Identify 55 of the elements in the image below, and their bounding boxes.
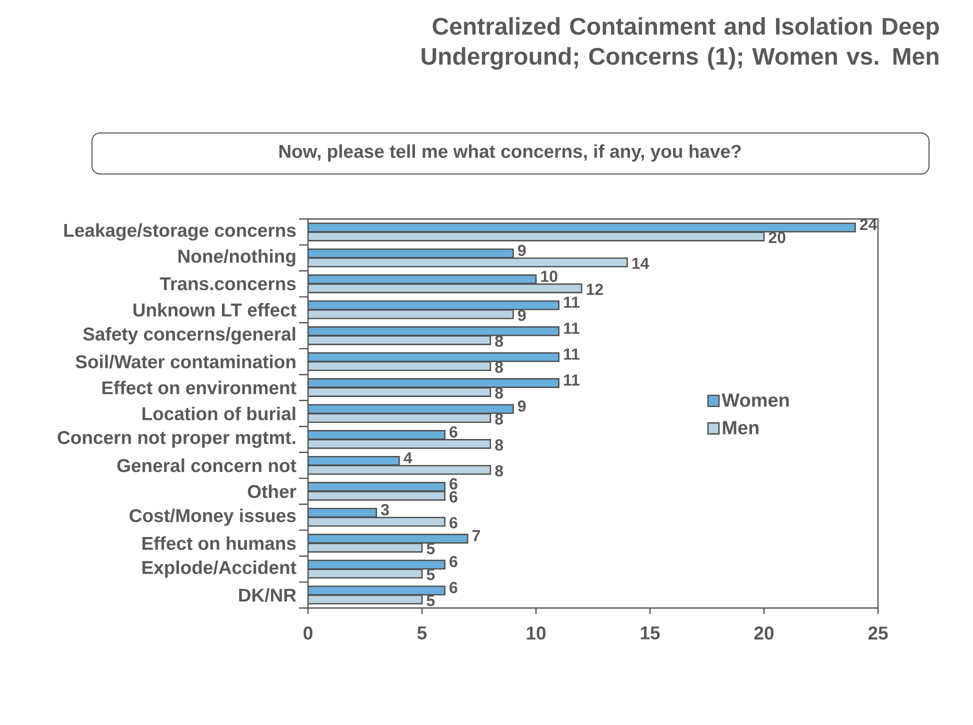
data-label: 8 xyxy=(495,439,504,451)
y-tick-label: None/nothing xyxy=(178,249,296,267)
y-tick-label: DK/NR xyxy=(239,588,296,602)
y-tick-label: Effect on environment xyxy=(102,380,296,394)
y-tick-label: General concern not xyxy=(117,458,296,472)
data-label: 24 xyxy=(860,218,878,230)
y-tick-label: Unknown LT effect xyxy=(133,302,296,317)
data-label: 14 xyxy=(632,258,650,269)
data-label: 10 xyxy=(541,270,558,282)
data-label: 3 xyxy=(380,504,389,516)
data-label: 6 xyxy=(450,517,458,528)
legend-label: Women xyxy=(722,394,789,407)
y-tick-label: Leakage/storage concerns xyxy=(64,223,296,241)
x-tick-label: 20 xyxy=(754,626,774,640)
x-tick-label: 0 xyxy=(304,626,312,640)
data-label: 6 xyxy=(450,582,458,594)
chart-title: Centralized Containment and Isolation Deep Underground; Concerns (1); Women vs. Men xyxy=(422,17,939,70)
data-label: 9 xyxy=(518,400,526,412)
y-tick-label: Trans.concerns xyxy=(160,277,296,290)
data-label: 11 xyxy=(564,374,580,386)
x-tick-label: 15 xyxy=(640,626,660,640)
data-label: 20 xyxy=(768,232,786,244)
data-label: 8 xyxy=(495,387,504,399)
data-label: 9 xyxy=(518,310,526,321)
y-tick-label: Cost/Money issues xyxy=(130,508,296,526)
data-label: 6 xyxy=(450,426,458,438)
y-tick-label: Explode/Accident xyxy=(142,560,296,578)
legend-label: Men xyxy=(722,421,758,434)
x-tick-label: 10 xyxy=(526,626,546,640)
data-label: 5 xyxy=(426,594,435,606)
y-tick-label: Location of burial xyxy=(142,406,296,420)
y-tick-label: Soil/Water contamination xyxy=(76,354,296,369)
y-tick-label: Concern not proper mgtmt. xyxy=(58,431,296,448)
y-tick-label: Effect on humans xyxy=(142,536,296,550)
data-label: 8 xyxy=(495,465,504,477)
data-label: 11 xyxy=(564,348,580,360)
data-label: 8 xyxy=(495,413,504,425)
chart-subtitle: Now, please tell me what concerns, if any, you have? xyxy=(279,144,741,162)
data-label: 8 xyxy=(495,361,504,373)
x-tick-label: 25 xyxy=(868,626,888,640)
x-tick-label: 5 xyxy=(417,626,427,640)
data-label: 9 xyxy=(518,244,526,256)
data-label: 4 xyxy=(404,452,412,464)
y-tick-label: Other xyxy=(248,484,296,498)
data-label: 5 xyxy=(426,569,435,580)
data-label: 6 xyxy=(450,478,458,490)
data-label: 7 xyxy=(472,530,480,542)
data-label: 8 xyxy=(495,336,504,347)
data-label: 5 xyxy=(426,543,435,554)
y-tick-label: Safety concerns/general xyxy=(83,327,296,344)
data-label: 12 xyxy=(586,284,603,295)
data-label: 11 xyxy=(564,322,580,334)
data-label: 6 xyxy=(450,491,458,502)
data-label: 11 xyxy=(564,296,580,308)
data-label: 6 xyxy=(450,556,458,568)
